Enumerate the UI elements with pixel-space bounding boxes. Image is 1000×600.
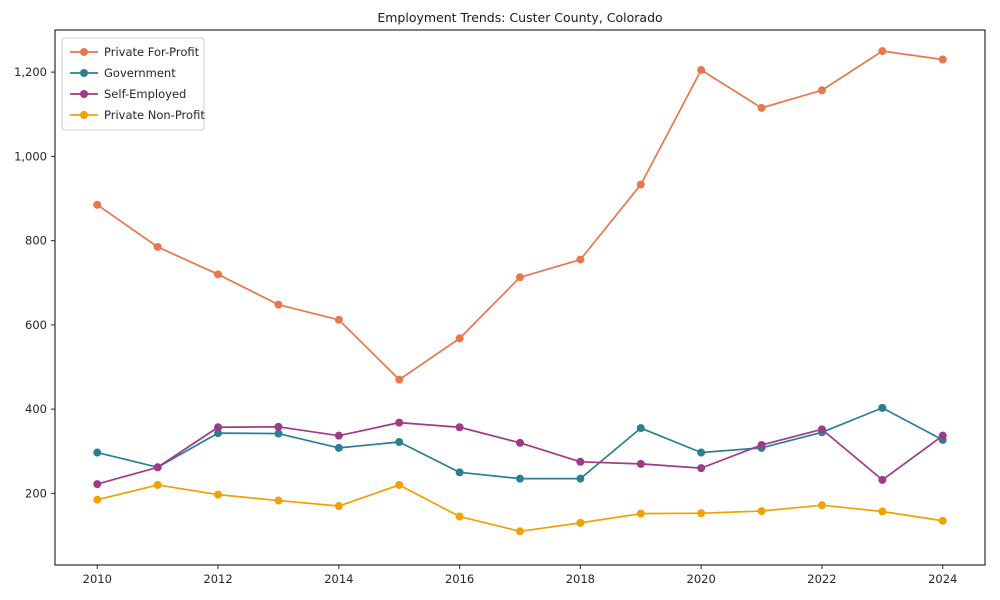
y-tick-label: 800 <box>25 234 47 248</box>
legend-box <box>61 37 205 131</box>
series-marker-private-for-profit <box>93 200 102 209</box>
series-marker-self-employed <box>576 457 585 466</box>
series-line-private-non-profit <box>96 484 944 533</box>
series-marker-private-non-profit <box>214 490 223 499</box>
series-marker-private-for-profit <box>516 273 524 282</box>
legend-label: Private For-Profit <box>104 45 200 59</box>
series-marker-private-for-profit <box>757 103 766 112</box>
series-marker-private-non-profit <box>576 518 585 527</box>
series-marker-government <box>93 448 102 457</box>
series-line-private-for-profit <box>96 50 944 381</box>
y-tick-label: 600 <box>25 318 47 332</box>
legend-sample-marker <box>80 111 88 119</box>
y-tick-label: 400 <box>25 402 47 416</box>
chart-title: Employment Trends: Custer County, Colora… <box>377 10 662 25</box>
legend-label: Government <box>104 66 176 80</box>
series-marker-private-non-profit <box>93 495 102 504</box>
series-marker-self-employed <box>455 423 464 432</box>
series-marker-private-non-profit <box>878 507 887 516</box>
series-marker-self-employed <box>636 459 645 468</box>
series-marker-government <box>516 474 524 483</box>
series-marker-private-non-profit <box>334 502 343 511</box>
series-marker-private-for-profit <box>334 315 343 324</box>
series-marker-self-employed <box>697 464 706 473</box>
x-tick-label: 2024 <box>928 572 957 586</box>
series-marker-government <box>274 429 283 438</box>
series-marker-self-employed <box>817 425 826 434</box>
series-marker-self-employed <box>938 431 947 440</box>
y-tick-label: 1,200 <box>14 65 47 79</box>
series-marker-private-for-profit <box>636 180 645 189</box>
series-marker-private-non-profit <box>636 509 645 518</box>
series-marker-private-non-profit <box>938 516 947 525</box>
y-tick-label: 200 <box>25 486 47 500</box>
series-marker-government <box>697 448 706 457</box>
series-marker-private-for-profit <box>274 300 283 309</box>
legend-label: Private Non-Profit <box>104 108 205 122</box>
legend-label: Self-Employed <box>104 87 186 101</box>
series-marker-private-for-profit <box>938 55 947 64</box>
series-marker-private-for-profit <box>214 270 223 279</box>
series-marker-government <box>636 424 645 433</box>
series-marker-private-non-profit <box>757 507 766 516</box>
series-marker-self-employed <box>214 423 223 432</box>
x-tick-label: 2014 <box>324 572 353 586</box>
series-marker-government <box>395 437 404 446</box>
series-marker-private-for-profit <box>576 255 585 264</box>
axes-frame <box>54 29 986 566</box>
series-marker-private-non-profit <box>817 501 826 510</box>
y-tick-label: 1,000 <box>14 149 47 163</box>
series-marker-government <box>334 443 343 452</box>
series-marker-private-for-profit <box>395 375 404 384</box>
x-tick-label: 2020 <box>687 572 716 586</box>
series-marker-private-non-profit <box>516 527 524 536</box>
series-marker-private-for-profit <box>455 334 464 343</box>
series-marker-government <box>455 468 464 477</box>
legend-sample-marker <box>80 90 88 98</box>
x-tick-label: 2016 <box>445 572 474 586</box>
series-marker-private-non-profit <box>153 480 162 489</box>
series-marker-self-employed <box>516 438 524 447</box>
series-marker-self-employed <box>878 475 887 484</box>
series-marker-government <box>576 474 585 483</box>
legend-sample-marker <box>80 48 88 56</box>
plot-area: 2010 2012 2014 2016 2018 2020 2022 2024 200 400 60… <box>14 29 986 586</box>
series-marker-private-for-profit <box>697 66 706 75</box>
series-marker-private-non-profit <box>697 509 706 518</box>
series-marker-private-for-profit <box>878 47 887 56</box>
series-marker-self-employed <box>274 422 283 431</box>
series-marker-self-employed <box>334 431 343 440</box>
x-tick-label: 2018 <box>566 572 595 586</box>
series-marker-private-non-profit <box>274 496 283 505</box>
series-marker-self-employed <box>757 440 766 449</box>
series-marker-self-employed <box>93 480 102 489</box>
series-marker-government <box>214 429 223 438</box>
series-marker-private-for-profit <box>817 86 826 95</box>
series-marker-private-for-profit <box>153 242 162 251</box>
x-tick-label: 2012 <box>203 572 232 586</box>
series-marker-government <box>878 403 887 412</box>
series-marker-self-employed <box>153 463 162 472</box>
x-tick-label: 2022 <box>807 572 836 586</box>
series-marker-private-non-profit <box>455 512 464 521</box>
series-marker-private-non-profit <box>395 480 404 489</box>
x-tick-label: 2010 <box>83 572 112 586</box>
series-marker-self-employed <box>395 418 404 427</box>
legend-sample-marker <box>80 69 88 77</box>
